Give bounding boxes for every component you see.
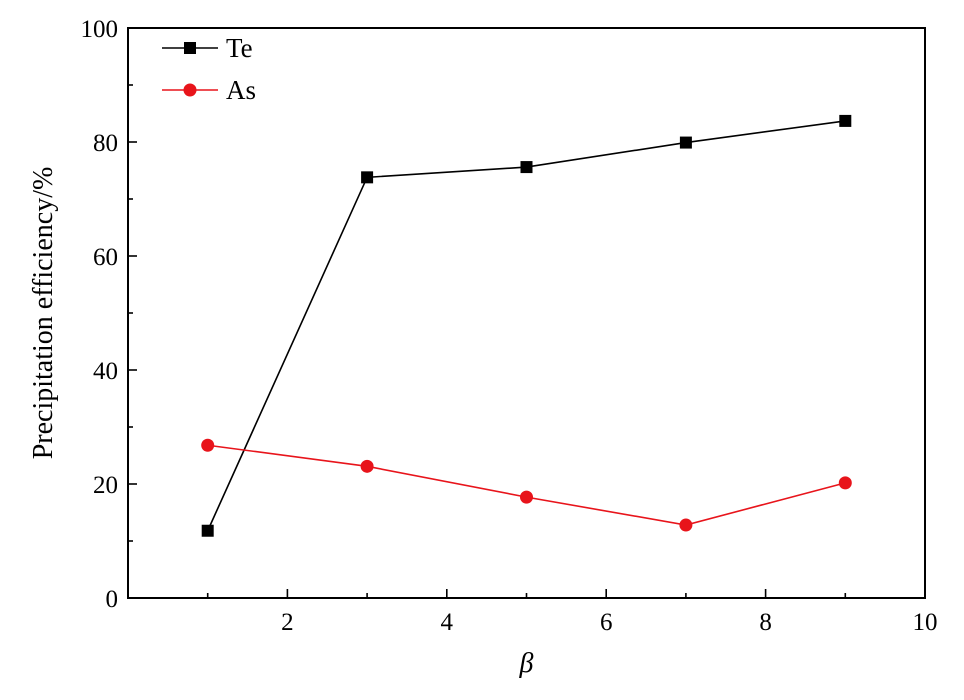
legend-item-as: As [162,75,256,105]
series-as-point [360,459,374,473]
x-tick-label: 6 [600,609,613,636]
y-tick-label: 60 [93,244,118,271]
series-as-point [201,438,215,452]
legend-as-label: As [226,75,256,105]
series-as-point [520,490,533,504]
series-te-point [679,136,692,149]
y-tick-label: 40 [93,358,118,385]
y-axis-title: Precipitation efficiency/% [28,167,59,460]
series-layer [201,114,852,537]
y-tick-label: 0 [106,586,119,613]
y-tick-label: 80 [93,130,118,157]
legend-te-label: Te [226,33,253,63]
y-tick-label: 100 [81,16,119,43]
series-te [201,114,852,537]
series-te-line [206,120,846,532]
x-tick-label: 4 [441,609,454,636]
x-tick-label: 10 [913,609,938,636]
x-tick-label: 8 [759,609,772,636]
legend: Te As [162,33,256,105]
x-tick-label: 2 [281,609,294,636]
series-as-point [679,518,693,532]
series-te-point [839,114,852,127]
series-as [201,438,852,532]
series-te-point [201,524,214,537]
series-te-point [520,161,533,174]
legend-item-te: Te [162,33,253,63]
x-axis-title: β [519,648,534,679]
series-as-line [207,444,846,526]
legend-te-marker [184,42,196,54]
plot-frame [127,27,926,599]
y-tick-label: 20 [93,472,118,499]
series-as-point [838,476,852,490]
series-te-point [361,171,374,184]
legend-as-marker [183,83,197,97]
